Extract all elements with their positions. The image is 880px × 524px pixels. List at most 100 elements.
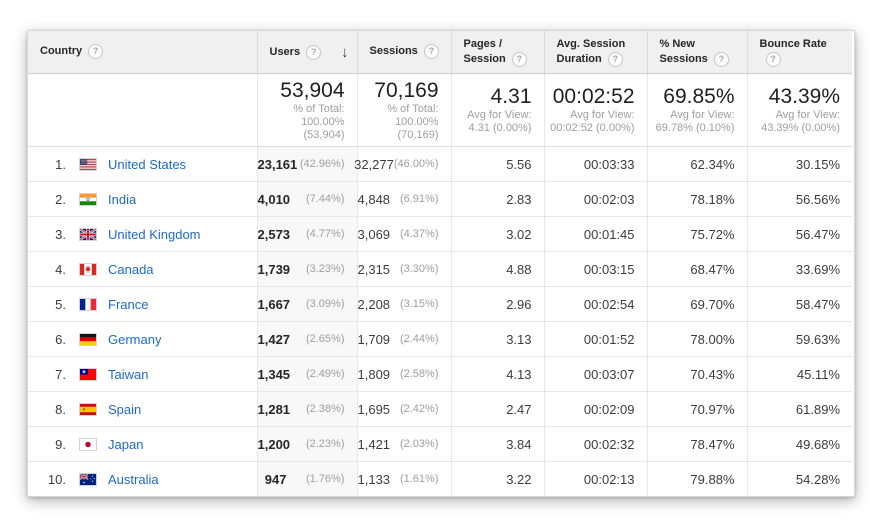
country-cell-inner: 4. Canada [38, 262, 257, 277]
sessions-percent: (2.44%) [399, 333, 439, 345]
percent-new-sessions-cell: 78.18% [646, 181, 747, 217]
users-cell: 1,739 (3.23%) [256, 251, 357, 287]
summary-detail: 100.00% (53,904) [301, 115, 345, 141]
gb-flag-icon [79, 227, 97, 241]
help-icon[interactable] [765, 52, 781, 67]
users-value-wrap: 1,281 (2.38%) [258, 402, 345, 417]
sessions-percent: (46.00%) [393, 158, 439, 170]
sort-descending-icon[interactable]: ↓ [341, 43, 349, 61]
column-label: Country [40, 45, 83, 58]
country-link[interactable]: Japan [108, 436, 144, 452]
sessions-cell: 32,277 (46.00%) [354, 146, 451, 182]
sessions-value-wrap: 1,421 (2.03%) [358, 437, 439, 452]
column-header-pages-session[interactable]: Pages / Session [450, 31, 544, 74]
sessions-percent: (2.03%) [399, 438, 439, 450]
rank-number: 5. [55, 296, 66, 312]
rank-number: 4. [55, 261, 66, 277]
help-icon[interactable] [511, 52, 527, 67]
summary-caption: % of Total: [293, 102, 345, 115]
avg-session-duration-cell: 00:01:52 [543, 321, 647, 357]
bounce-rate-cell: 61.89% [746, 391, 852, 427]
table-row: 2. India 4,010 (7.44%) 4,848 (6.91%) 2.83 00:02… [28, 181, 852, 217]
country-link[interactable]: France [108, 296, 149, 312]
avg-session-duration-cell: 00:03:33 [543, 146, 647, 182]
sessions-value: 2,208 [357, 296, 391, 312]
percent-new-sessions-cell: 69.70% [646, 286, 747, 322]
users-value: 947 [264, 471, 287, 487]
avg-session-duration-cell: 00:02:09 [543, 391, 647, 427]
users-percent: (42.96%) [299, 158, 345, 170]
percent-new-sessions-cell: 78.00% [646, 321, 747, 357]
sessions-value: 1,709 [357, 331, 391, 347]
sessions-percent: (1.61%) [399, 473, 439, 485]
sessions-value-wrap: 1,709 (2.44%) [358, 332, 439, 347]
summary-value: 43.39% [768, 85, 840, 108]
country-link[interactable]: United States [108, 156, 187, 172]
users-percent: (3.23%) [305, 263, 345, 275]
users-value: 1,427 [257, 331, 291, 347]
country-link[interactable]: Taiwan [108, 366, 149, 382]
country-link[interactable]: Australia [108, 471, 159, 487]
users-value: 1,667 [257, 296, 291, 312]
column-header-country[interactable]: Country [28, 31, 257, 74]
sessions-value-wrap: 2,315 (3.30%) [358, 262, 439, 277]
country-cell: 8. Spain [28, 391, 257, 427]
help-icon[interactable] [88, 44, 104, 60]
fr-flag-icon [79, 297, 97, 311]
sessions-cell: 1,809 (2.58%) [356, 356, 451, 392]
help-icon[interactable] [607, 52, 623, 67]
country-link[interactable]: India [108, 191, 137, 207]
table-row: 8. Spain 1,281 (2.38%) 1,695 (2.42%) 2.47 00:02… [28, 391, 852, 427]
users-percent: (4.77%) [305, 228, 345, 240]
column-label: Pages / Session [463, 37, 506, 65]
country-cell: 1. United States [28, 146, 257, 182]
summary-pages-session-cell: 4.31 Avg for View: 4.31 (0.00%) [450, 73, 544, 147]
country-link[interactable]: Canada [108, 261, 154, 277]
column-header-users[interactable]: Users ↓ [256, 31, 357, 74]
bounce-rate-cell: 56.56% [746, 181, 852, 217]
sessions-cell: 2,315 (3.30%) [356, 251, 451, 287]
table-row: 1. United States 23,161 (42.96%) 32,277 (46.0… [28, 146, 852, 182]
country-cell: 2. India [28, 181, 257, 217]
users-value-wrap: 23,161 (42.96%) [258, 157, 345, 172]
sessions-value-wrap: 1,695 (2.42%) [358, 402, 439, 417]
country-link[interactable]: United Kingdom [108, 226, 201, 242]
table-row: 5. France 1,667 (3.09%) 2,208 (3.15%) 2.96 00:0… [28, 286, 852, 322]
sessions-value: 1,809 [357, 366, 391, 382]
tw-flag-icon [79, 367, 97, 381]
country-cell: 6. Germany [28, 321, 257, 357]
summary-bounce-rate-cell: 43.39% Avg for View: 43.39% (0.00%) [746, 73, 852, 147]
country-cell-inner: 3. United Kingdom [38, 227, 257, 242]
summary-users-cell: 53,904 % of Total: 100.00% (53,904) [256, 73, 357, 147]
help-icon[interactable] [713, 52, 729, 67]
column-header-bounce-rate[interactable]: Bounce Rate [746, 31, 852, 74]
table-row: 7. Taiwan 1,345 (2.49%) 1,809 (2.58%) 4.13 00:0… [28, 356, 852, 392]
avg-session-duration-cell: 00:02:32 [543, 426, 647, 462]
country-cell-inner: 5. France [38, 297, 257, 312]
summary-caption: Avg for View: [467, 109, 532, 121]
percent-new-sessions-cell: 68.47% [646, 251, 747, 287]
rank-number: 3. [55, 226, 66, 242]
users-value-wrap: 1,667 (3.09%) [258, 297, 345, 312]
summary-row: 53,904 % of Total: 100.00% (53,904) 70,1… [28, 73, 852, 147]
country-cell-inner: 6. Germany [38, 332, 257, 347]
pages-per-session-cell: 3.13 [450, 321, 544, 357]
help-icon[interactable] [423, 44, 439, 60]
column-header-sessions[interactable]: Sessions [356, 31, 451, 74]
column-header-percent-new-sessions[interactable]: % New Sessions [646, 31, 747, 74]
summary-percent-new-sessions-cell: 69.85% Avg for View: 69.78% (0.10%) [646, 73, 747, 147]
table-row: 3. United Kingdom 2,573 (4.77%) 3,069 (4.37%)… [28, 216, 852, 252]
country-cell-inner: 10. Australia [38, 472, 257, 487]
summary-detail: 00:02:52 (0.00%) [550, 122, 635, 134]
summary-caption: Avg for View: [570, 109, 635, 121]
country-link[interactable]: Spain [108, 401, 142, 417]
table-row: 10. Australia 947 (1.76%) 1,133 (1.61%) 3.22 00… [28, 461, 852, 496]
sessions-value: 1,133 [357, 471, 391, 487]
column-header-avg-session-duration[interactable]: Avg. Session Duration [543, 31, 647, 74]
sessions-value: 4,848 [357, 191, 391, 207]
help-icon[interactable] [306, 44, 322, 60]
country-link[interactable]: Germany [108, 331, 162, 347]
column-label: Users [269, 45, 301, 58]
users-percent: (1.76%) [305, 473, 345, 485]
data-table: Country Users ↓ Sessions Pages / Session [28, 31, 852, 496]
